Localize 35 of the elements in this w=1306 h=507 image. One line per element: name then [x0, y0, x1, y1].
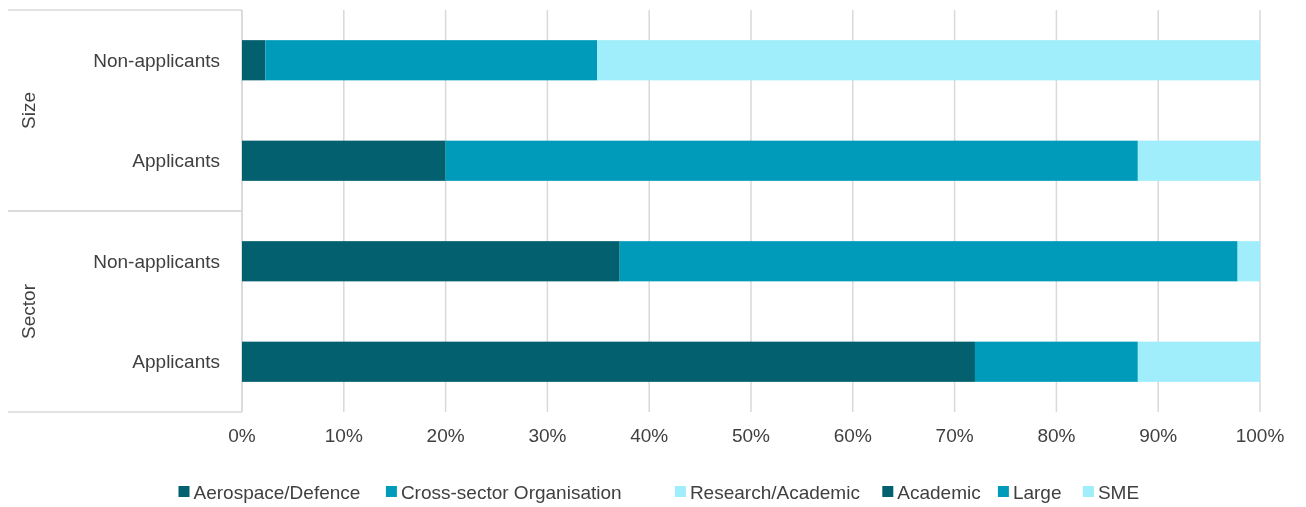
- y-tick-label: Non-applicants: [93, 250, 220, 272]
- bar: [1137, 341, 1260, 382]
- x-tick-label: 0%: [228, 425, 256, 446]
- x-tick-label: 80%: [1037, 425, 1076, 446]
- y-tick-label: Applicants: [132, 150, 220, 172]
- text: Size: [17, 92, 39, 129]
- x-tick-label: 30%: [528, 425, 567, 446]
- x-tick-label: 40%: [630, 425, 669, 446]
- y-tick-label: Non-applicants: [93, 49, 220, 71]
- text: Sector: [17, 283, 39, 339]
- bar: [242, 140, 446, 181]
- x-tick-label: 20%: [426, 425, 465, 446]
- y-tick-label: Applicants: [132, 351, 220, 373]
- x-tick-label: 10%: [324, 425, 363, 446]
- legend-label: Large: [1012, 481, 1062, 503]
- bar: [597, 40, 1260, 81]
- legend-label: Cross-sector Organisation: [400, 481, 622, 503]
- bar: [242, 341, 975, 382]
- bar: [242, 241, 620, 282]
- bar: [445, 140, 1138, 181]
- bar: [1137, 140, 1260, 181]
- legend-label: Aerospace/Defence: [193, 481, 361, 503]
- legend-label: SME: [1097, 481, 1140, 503]
- legend-label: Academic: [897, 481, 981, 503]
- bar: [1237, 241, 1260, 282]
- x-tick-label: 60%: [833, 425, 872, 446]
- bar: [265, 40, 598, 81]
- x-tick-label: 90%: [1139, 425, 1178, 446]
- x-tick-label: 50%: [731, 425, 771, 446]
- x-tick-label: 70%: [935, 425, 974, 446]
- x-tick-label: 100%: [1235, 425, 1285, 446]
- bar: [619, 241, 1238, 282]
- bar: [974, 341, 1138, 382]
- bar: [242, 40, 266, 81]
- legend-label: Research/Academic: [689, 481, 860, 503]
